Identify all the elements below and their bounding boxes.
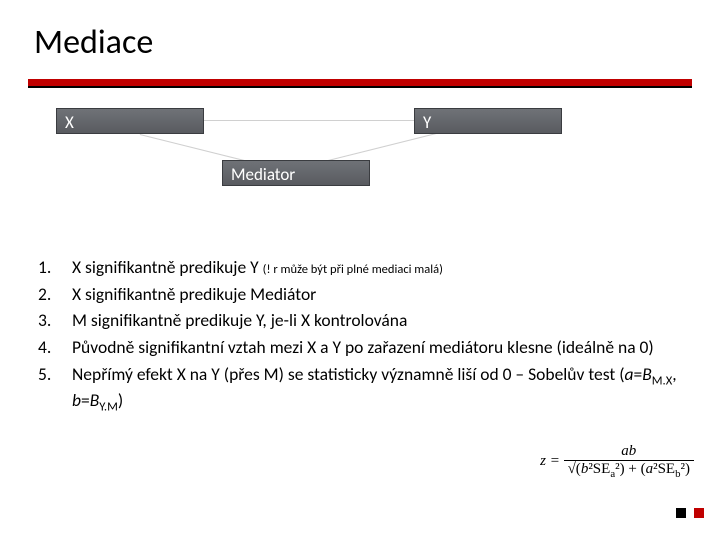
edge-x-y	[204, 120, 414, 121]
formula-denominator: √(b²SEa²) + (a²SEb²)	[564, 461, 694, 480]
node-x: X	[56, 108, 204, 134]
slide-title: Mediace	[28, 16, 692, 77]
underline-red	[28, 79, 692, 86]
mediation-diagram: X Y Mediator	[28, 108, 692, 238]
node-y: Y	[414, 108, 562, 134]
list-num-3: 3.	[38, 309, 72, 333]
underline-black	[28, 86, 692, 88]
list-num-2: 2.	[38, 283, 72, 307]
list-item: 5. Nepřímý efekt X na Y (přes M) se stat…	[38, 363, 682, 416]
list-item: 3. M signifikantně predikuje Y, je-li X …	[38, 309, 682, 333]
list-text-2: X signifikantně predikuje Mediátor	[72, 283, 682, 307]
list-item: 2. X signifikantně predikuje Mediátor	[38, 283, 682, 307]
list-text-3: M signifikantně predikuje Y, je-li X kon…	[72, 309, 682, 333]
formula-numerator: ab	[564, 443, 694, 461]
list-text-5: Nepřímý efekt X na Y (přes M) se statist…	[72, 363, 682, 416]
list-note-1: (! r může být při plné mediaci malá)	[263, 262, 443, 277]
list-text-1: X signifikantně predikuje Y (! r může bý…	[72, 256, 682, 280]
slide-footer-decor	[676, 508, 686, 518]
node-x-label: X	[57, 112, 74, 133]
list-num-1: 1.	[38, 256, 72, 280]
node-m: Mediator	[222, 160, 370, 186]
formula-lhs: z =	[540, 453, 560, 469]
criteria-list: 1. X signifikantně predikuje Y (! r může…	[28, 256, 692, 416]
list-text-4: Původně signifikantní vztah mezi X a Y p…	[72, 336, 682, 360]
list-num-4: 4.	[38, 336, 72, 360]
list-item: 1. X signifikantně predikuje Y (! r může…	[38, 256, 682, 280]
sobel-formula: z = ab √(b²SEa²) + (a²SEb²)	[540, 443, 694, 480]
node-m-label: Mediator	[223, 164, 295, 185]
node-y-label: Y	[415, 112, 431, 133]
list-item: 4. Původně signifikantní vztah mezi X a …	[38, 336, 682, 360]
list-num-5: 5.	[38, 363, 72, 387]
